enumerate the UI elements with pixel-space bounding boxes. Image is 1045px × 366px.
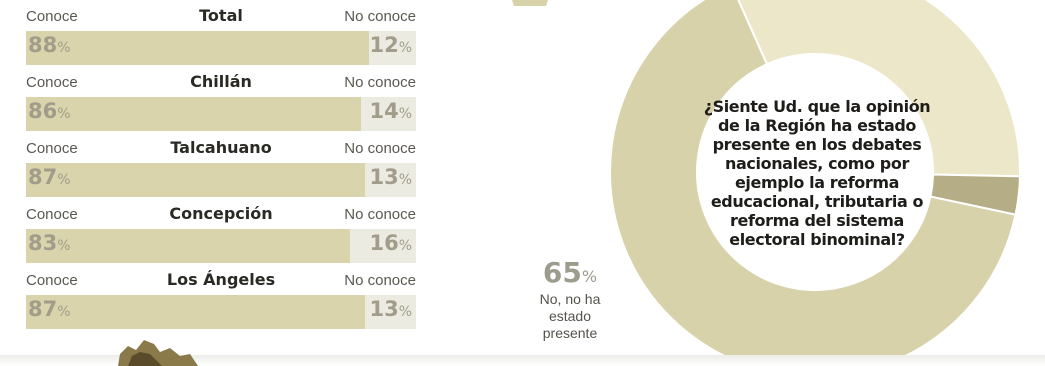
no-conoce-value: 13% [369, 297, 412, 321]
no-conoce-header: No conoce [344, 272, 416, 289]
conoce-header: Conoce [26, 8, 78, 25]
no-conoce-header: No conoce [344, 206, 416, 223]
conoce-bar [26, 229, 350, 263]
no-conoce-value: 12% [369, 33, 412, 57]
bar-row-talcahuano: Conoce Talcahuano No conoce 87% 13% [26, 132, 420, 198]
region-label: Total [199, 6, 243, 25]
bar-track [26, 31, 416, 65]
top-fragment [512, 0, 548, 6]
no-conoce-value: 16% [369, 231, 412, 255]
conoce-value: 83% [28, 231, 71, 255]
survey-question: ¿Siente Ud. que la opinión de la Región … [703, 97, 931, 249]
no-conoce-value: 14% [369, 99, 412, 123]
donut-slice-0 [609, 0, 1017, 366]
bar-track [26, 229, 416, 263]
no-percentage: 65% [542, 256, 598, 289]
conoce-header: Conoce [26, 140, 78, 157]
bar-track [26, 97, 416, 131]
conoce-value: 86% [28, 99, 71, 123]
bar-track [26, 163, 416, 197]
illustration-fragment [118, 340, 198, 366]
conoce-bar [26, 163, 366, 197]
region-label: Chillán [190, 72, 252, 91]
bar-row-chillan: Conoce Chillán No conoce 86% 14% [26, 66, 420, 132]
no-answer-label: No, no ha estado presente [539, 291, 601, 341]
donut-slice-1 [737, 0, 1021, 178]
conoce-header: Conoce [26, 206, 78, 223]
region-label: Los Ángeles [166, 270, 276, 289]
bar-track [26, 295, 416, 329]
conoce-bar [26, 295, 366, 329]
conoce-header: Conoce [26, 272, 78, 289]
page-bottom-shadow [0, 355, 1045, 366]
no-conoce-header: No conoce [344, 74, 416, 91]
conoce-bar [26, 97, 362, 131]
donut-slice-2 [929, 173, 1021, 216]
no-conoce-header: No conoce [344, 8, 416, 25]
region-label: Talcahuano [170, 138, 272, 157]
region-label: Concepción [169, 204, 273, 223]
no-conoce-header: No conoce [344, 140, 416, 157]
conoce-bar [26, 31, 370, 65]
donut-hole [699, 56, 931, 288]
conoce-header: Conoce [26, 74, 78, 91]
bar-row-total: Conoce Total No conoce 88% 12% [26, 0, 420, 66]
conoce-value: 87% [28, 297, 71, 321]
bar-row-concepcion: Conoce Concepción No conoce 83% 16% [26, 198, 420, 264]
conoce-value: 88% [28, 33, 71, 57]
bar-row-los-angeles: Conoce Los Ángeles No conoce 87% 13% [26, 264, 420, 330]
conoce-value: 87% [28, 165, 71, 189]
no-conoce-value: 13% [369, 165, 412, 189]
